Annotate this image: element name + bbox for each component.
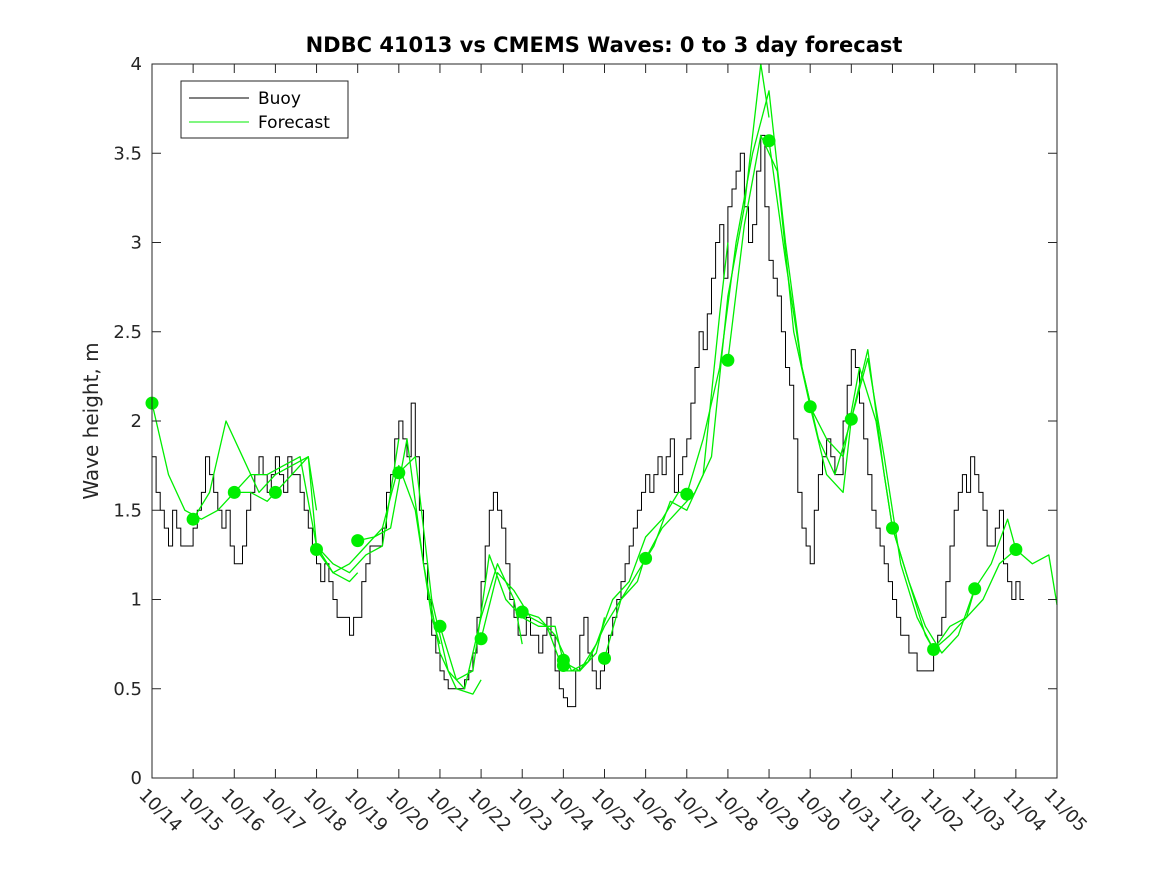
y-tick-label: 1 xyxy=(131,590,142,611)
forecast-marker xyxy=(433,619,447,633)
forecast-marker xyxy=(927,643,941,656)
forecast-series-line xyxy=(850,357,976,651)
forecast-series-line xyxy=(727,134,852,494)
forecast-series-line xyxy=(192,420,318,520)
y-tick-label: 0 xyxy=(131,768,142,789)
forecast-marker xyxy=(268,485,282,499)
forecast-series-line xyxy=(603,242,729,659)
y-tick-label: 0.5 xyxy=(113,679,142,700)
y-tick-label: 3 xyxy=(131,233,142,254)
forecast-marker xyxy=(844,412,858,426)
forecast-marker xyxy=(968,582,982,596)
forecast-series-line xyxy=(809,366,935,650)
forecast-marker xyxy=(721,353,735,367)
y-tick-label: 4 xyxy=(131,54,142,75)
forecast-series-line xyxy=(563,491,687,672)
plot-markers xyxy=(145,134,1023,672)
forecast-series-line xyxy=(398,456,523,690)
y-axis: 0 0.5 1 1.5 2 2.5 3 3.5 4 xyxy=(113,54,1057,789)
forecast-series-line xyxy=(357,438,482,695)
forecast-series-line xyxy=(274,438,400,574)
y-tick-label: 1.5 xyxy=(113,500,142,521)
y-tick-label: 2.5 xyxy=(113,322,142,343)
legend-buoy-label: Buoy xyxy=(258,89,301,109)
forecast-marker xyxy=(762,134,776,148)
y-tick-label: 3.5 xyxy=(113,143,142,164)
plot-lines xyxy=(151,63,1058,708)
forecast-series-line xyxy=(439,554,565,681)
forecast-marker xyxy=(310,543,323,556)
forecast-marker xyxy=(474,632,488,646)
forecast-marker xyxy=(803,400,817,414)
forecast-series-line xyxy=(521,554,647,672)
chart-title: NDBC 41013 vs CMEMS Waves: 0 to 3 day fo… xyxy=(306,33,903,57)
y-axis-label: Wave height, m xyxy=(79,342,103,499)
forecast-marker xyxy=(351,534,365,548)
forecast-marker xyxy=(639,551,653,565)
forecast-marker xyxy=(556,659,570,672)
forecast-series-line xyxy=(891,518,1017,654)
forecast-series-line xyxy=(686,90,811,495)
forecast-series-line xyxy=(645,63,770,559)
forecast-series-line xyxy=(151,402,276,520)
forecast-marker xyxy=(392,466,406,480)
buoy-series-line xyxy=(152,134,1025,708)
legend-forecast-label: Forecast xyxy=(258,113,330,133)
forecast-marker xyxy=(680,487,694,501)
forecast-marker xyxy=(186,512,200,526)
forecast-marker xyxy=(227,485,241,499)
forecast-series-line xyxy=(233,456,359,583)
forecast-marker xyxy=(598,651,611,665)
forecast-marker xyxy=(1009,543,1023,556)
legend: Buoy Forecast xyxy=(180,80,349,139)
y-tick-label: 2 xyxy=(131,411,142,432)
forecast-marker xyxy=(515,605,529,619)
forecast-series-line xyxy=(768,140,894,529)
forecast-series-line xyxy=(933,548,1058,650)
forecast-marker xyxy=(886,521,899,535)
legend-box xyxy=(180,80,349,139)
